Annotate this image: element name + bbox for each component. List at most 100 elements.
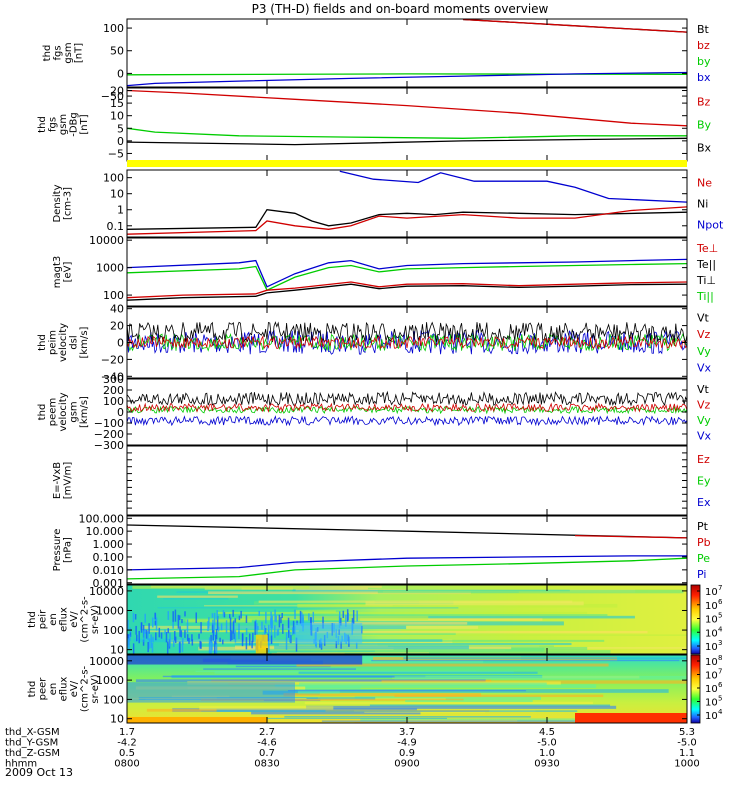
colorbar-label: 10	[705, 684, 718, 695]
heatmap-speck	[200, 622, 202, 634]
heatmap-speck	[238, 623, 240, 631]
heatmap-band	[271, 652, 345, 654]
heatmap-speck	[245, 628, 248, 635]
heatmap-speck	[265, 611, 267, 624]
heatmap-speck	[248, 633, 251, 646]
panel-1: 100 50 0 −50 thd fgs gsm [nT] Bt bz by bx	[42, 18, 711, 103]
heatmap-band	[401, 630, 487, 632]
heatmap-speck	[173, 640, 175, 647]
heatmap-speck	[211, 641, 213, 651]
heatmap-band	[254, 601, 454, 605]
heatmap-band	[270, 659, 484, 663]
y-tick-label: 0.1	[107, 220, 125, 233]
series-group	[127, 390, 687, 427]
series-line-Ti||	[127, 262, 687, 292]
heatmap-speck	[179, 641, 181, 653]
heatmap-speck	[172, 621, 174, 629]
heatmap-speck	[356, 610, 358, 622]
ephemeris-value: 0800	[114, 759, 139, 770]
heatmap-speck	[150, 634, 152, 649]
heatmap-speck	[231, 630, 233, 640]
heatmap-speck	[191, 634, 193, 641]
heatmap-speck	[352, 610, 355, 625]
heatmap-speck	[212, 619, 214, 626]
panel-frame	[126, 169, 688, 238]
colorbar-exponent: 3	[718, 639, 722, 647]
heatmap-band	[195, 670, 477, 672]
heatmap-speck	[220, 623, 223, 631]
heatmap-speck	[355, 642, 358, 649]
series-group	[127, 321, 687, 355]
y-axis-label: (cm^2-s-	[80, 665, 91, 712]
heatmap-speck	[270, 618, 272, 628]
y-tick-label: 1000	[96, 262, 124, 275]
colorbars: 10 710 610 510 410 310 810 710 610 510 4	[690, 584, 723, 724]
y-axis-label: thd	[37, 116, 48, 133]
heatmap-band	[234, 642, 572, 646]
heatmap-speck	[340, 641, 342, 649]
y-tick-label: 1000	[96, 674, 124, 687]
heatmap-band	[258, 600, 573, 603]
heatmap-speck	[155, 632, 157, 641]
heatmap-band	[394, 675, 687, 680]
heatmap-band	[369, 704, 611, 707]
heatmap-speck	[180, 630, 183, 638]
legend-entry: Bx	[697, 142, 712, 155]
heatmap-band	[201, 710, 578, 712]
heatmap-speck	[186, 634, 189, 641]
heatmap-feature	[295, 622, 363, 644]
ephemeris-value: 0.5	[119, 748, 135, 759]
heatmap-speck	[296, 620, 298, 625]
y-tick-label: 100	[103, 172, 124, 185]
heatmap-speck	[252, 632, 254, 643]
heatmap-band	[133, 638, 192, 643]
legend-entry: Ey	[697, 475, 711, 488]
ephemeris-value: 4.5	[539, 727, 555, 738]
heatmap-speck	[238, 629, 240, 635]
ephemeris-value: 1.1	[679, 748, 695, 759]
series-line-bx	[127, 71, 687, 87]
heatmap-speck	[274, 625, 276, 638]
y-tick-label: 0.100	[93, 551, 125, 564]
heatmap-speck	[229, 617, 232, 632]
heatmap-band	[185, 619, 252, 623]
heatmap-band	[324, 639, 605, 642]
y-axis-label: sr-eV)	[90, 674, 101, 703]
heatmap-speck	[152, 636, 154, 643]
yellow-bar	[127, 160, 687, 167]
heatmap-speck	[255, 619, 257, 630]
heatmap-speck	[264, 627, 267, 634]
y-tick-label: 0	[117, 337, 124, 350]
heatmap-feature	[127, 682, 295, 703]
y-tick-label: −200	[94, 428, 124, 441]
y-axis-label: peem	[48, 398, 59, 426]
y-axis-label: thd	[37, 334, 48, 351]
heatmap-speck	[342, 610, 345, 618]
ephemeris-value: -5.0	[537, 738, 557, 749]
y-tick-label: 10000	[89, 234, 124, 247]
heatmap-feature	[127, 717, 267, 723]
heatmap-speck	[340, 617, 342, 626]
y-axis-label: thd	[27, 681, 38, 698]
heatmap-speck	[261, 621, 263, 630]
y-tick-label: 20	[110, 85, 124, 98]
y-axis-label: [eV]	[63, 262, 74, 283]
heatmap-speck	[158, 627, 161, 638]
heatmap-speck	[129, 635, 131, 642]
panel-9: 10000 1000 100 10 thd peir en eflux eV/(cm^2-s-s…	[27, 584, 688, 657]
heatmap-band	[203, 668, 356, 670]
heatmap-speck	[270, 621, 273, 635]
heatmap-speck	[132, 643, 135, 654]
heatmap-band	[235, 665, 331, 668]
heatmap-feature	[255, 634, 268, 654]
heatmap-speck	[222, 610, 225, 617]
heatmap-band	[146, 708, 217, 712]
heatmap-band	[310, 630, 648, 634]
heatmap-speck	[142, 639, 145, 646]
heatmap-speck	[268, 638, 270, 653]
ephemeris-value: 0.9	[399, 748, 415, 759]
heatmap-band	[297, 689, 340, 694]
